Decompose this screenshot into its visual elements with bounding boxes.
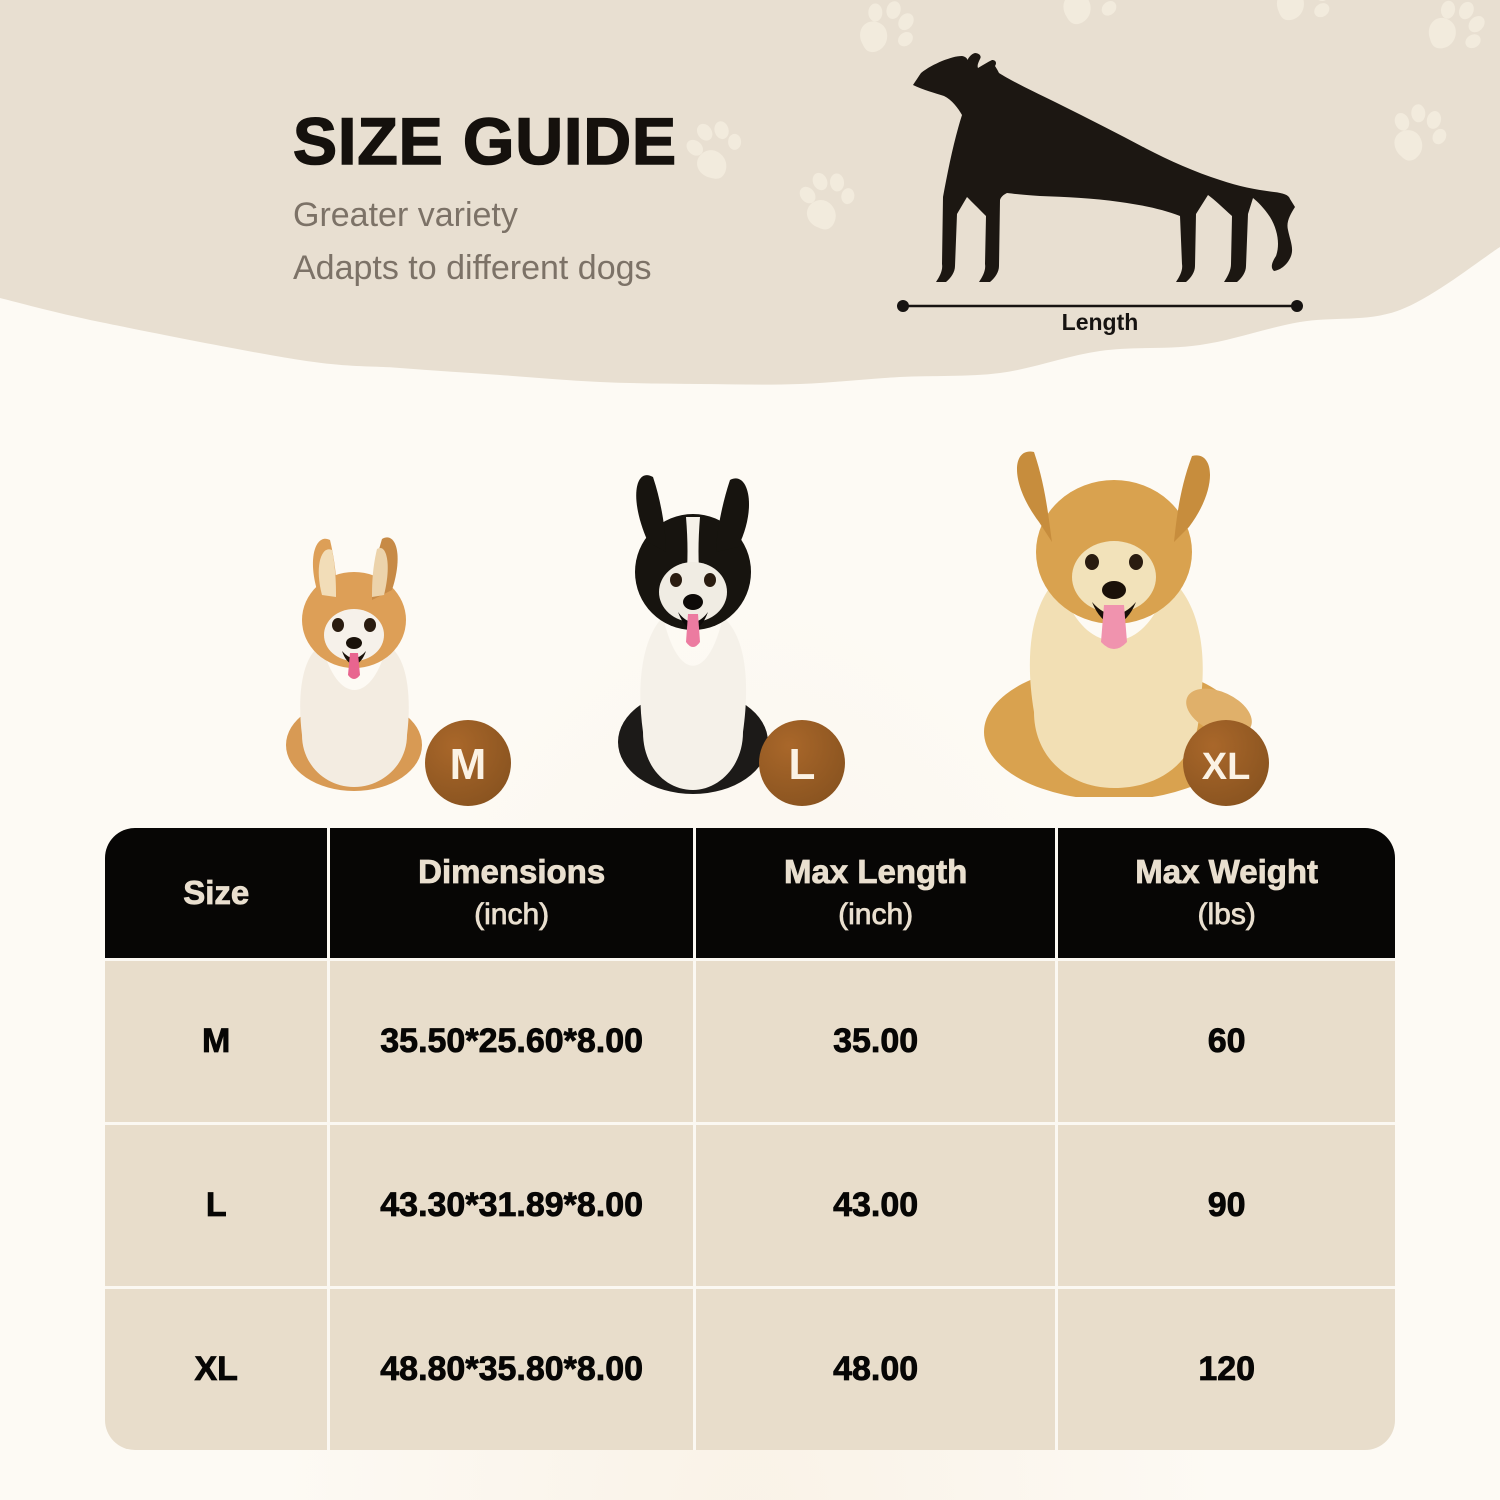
svg-text:Length: Length — [1062, 309, 1139, 335]
svg-text:L: L — [789, 740, 816, 789]
svg-text:XL: XL — [1202, 746, 1251, 788]
svg-text:M: M — [450, 740, 487, 789]
